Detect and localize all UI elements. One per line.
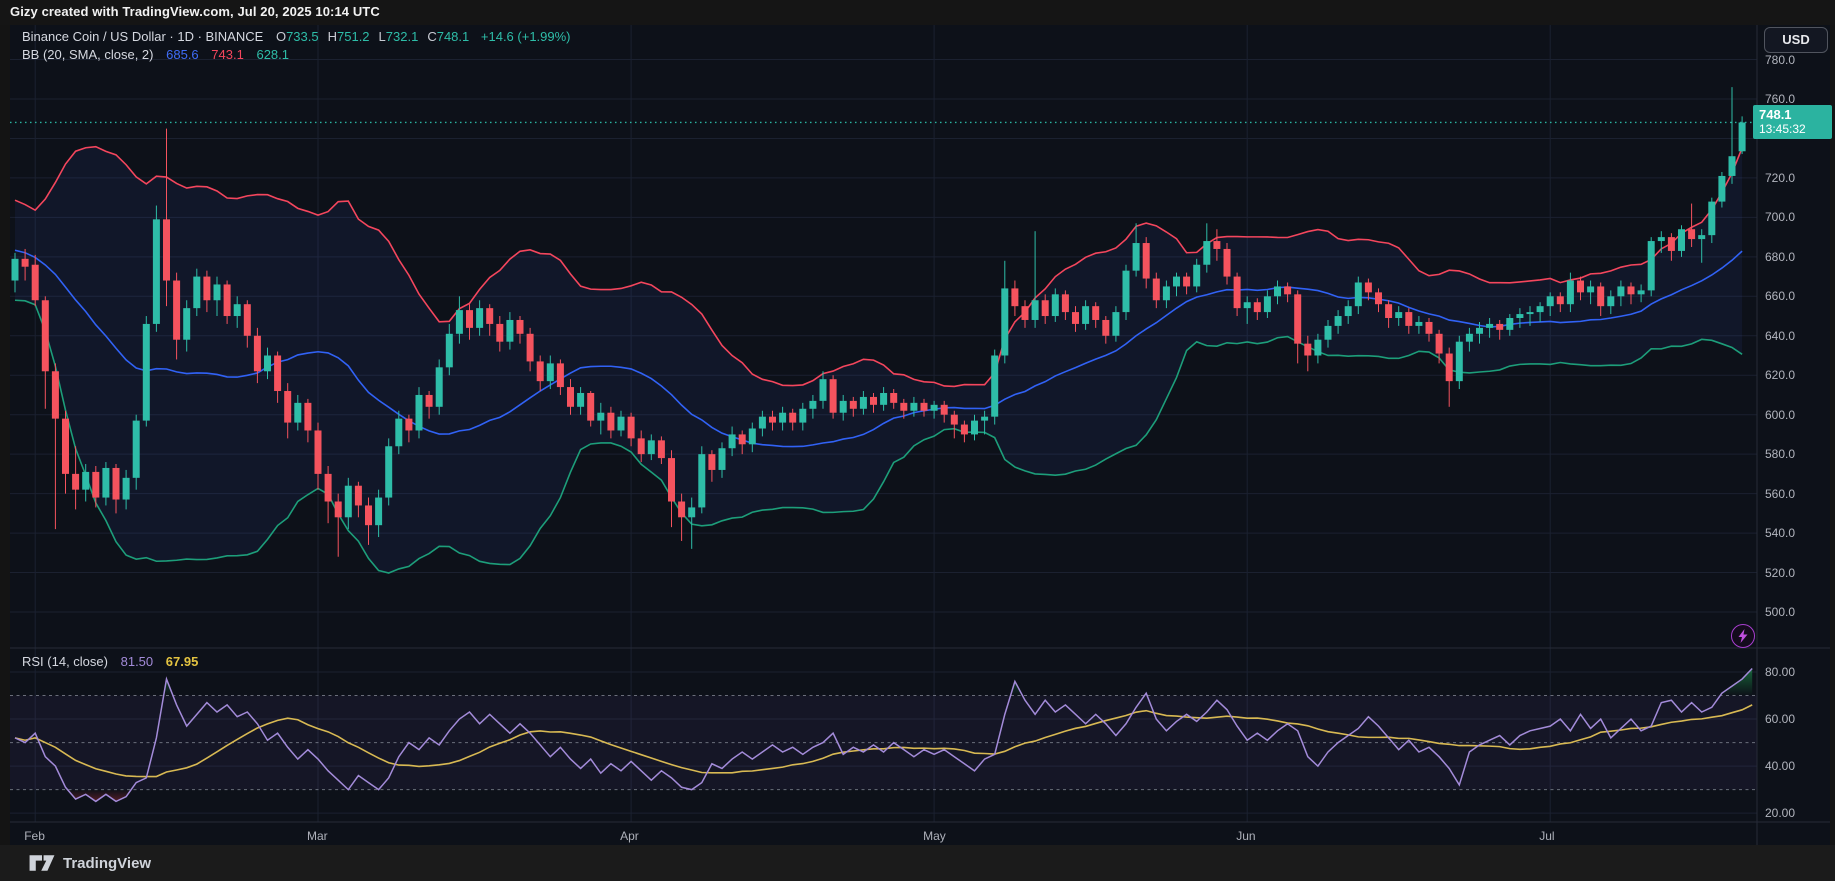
- ohlc-field-label: L: [378, 29, 386, 44]
- last-price-badge: 748.1 13:45:32: [1753, 105, 1832, 140]
- time-tick-label: Jul: [1539, 829, 1555, 843]
- price-tick-label: 700.0: [1765, 210, 1796, 225]
- price-tick-label: 660.0: [1765, 289, 1796, 304]
- candlestick-series: [11, 87, 1746, 557]
- instrument-title: Binance Coin / US Dollar · 1D · BINANCE: [22, 29, 264, 44]
- rsi-value: 81.50: [120, 654, 154, 669]
- ohlc-field-value: 733.5: [286, 29, 319, 44]
- price-tick-label: 640.0: [1765, 328, 1796, 343]
- last-price-value: 748.1: [1759, 107, 1792, 123]
- ohlc-values: O733.5 H751.2 L732.1 C748.1: [267, 29, 469, 44]
- bb-basis-value: 685.6: [166, 47, 199, 62]
- bb-label: BB (20, SMA, close, 2): [22, 47, 154, 62]
- rsi-tick-label: 20.00: [1765, 806, 1796, 821]
- bb-legend[interactable]: BB (20, SMA, close, 2) 685.6 743.1 628.1: [22, 47, 289, 62]
- price-tick-label: 560.0: [1765, 486, 1796, 501]
- ohlc-field-label: O: [275, 29, 287, 44]
- tradingview-logo-icon: [29, 855, 55, 871]
- tradingview-logo[interactable]: TradingView: [28, 853, 151, 873]
- time-tick-label: Apr: [620, 829, 639, 843]
- rsi-tick-label: 40.00: [1765, 759, 1796, 774]
- chart-panel: [10, 25, 1830, 845]
- ohlc-field-label: C: [427, 29, 437, 44]
- attribution-text: Gizy created with TradingView.com, Jul 2…: [10, 4, 380, 19]
- currency-toggle-button[interactable]: USD: [1764, 27, 1828, 53]
- rsi-label: RSI (14, close): [22, 654, 108, 669]
- ohlc-field-label: H: [327, 29, 337, 44]
- time-tick-label: Mar: [307, 829, 328, 843]
- rsi-pane: [10, 667, 1757, 803]
- bar-countdown: 13:45:32: [1759, 122, 1806, 137]
- price-tick-label: 540.0: [1765, 526, 1796, 541]
- instant-action-button[interactable]: [1731, 624, 1755, 648]
- bb-fill-area: [15, 146, 1743, 574]
- rsi-tick-label: 60.00: [1765, 712, 1796, 727]
- bb-upper-value: 743.1: [211, 47, 244, 62]
- bollinger-bands: [14, 145, 1743, 574]
- ohlc-field-value: 748.1: [436, 29, 470, 44]
- footer-bar: TradingView: [0, 845, 1835, 881]
- bb-upper-line: [14, 145, 1743, 388]
- price-tick-label: 680.0: [1765, 249, 1796, 264]
- change-value: +14.6 (+1.99%): [480, 29, 571, 44]
- ohlc-field-value: 732.1: [385, 29, 419, 44]
- time-tick-label: Feb: [24, 829, 45, 843]
- price-tick-label: 600.0: [1765, 407, 1796, 422]
- price-tick-label: 720.0: [1765, 170, 1796, 185]
- price-tick-label: 760.0: [1765, 91, 1796, 106]
- symbol-legend[interactable]: Binance Coin / US Dollar · 1D · BINANCE …: [22, 29, 571, 44]
- ohlc-field-value: 751.2: [337, 29, 370, 44]
- price-tick-label: 520.0: [1765, 565, 1796, 580]
- bb-lower-line: [14, 299, 1743, 574]
- rsi-legend[interactable]: RSI (14, close) 81.50 67.95: [22, 654, 198, 669]
- grid-lines: [10, 25, 1757, 822]
- rsi-tick-label: 80.00: [1765, 665, 1796, 679]
- rsi-line: [14, 667, 1753, 803]
- lightning-icon: [1738, 629, 1748, 643]
- price-tick-label: 500.0: [1765, 605, 1796, 619]
- time-tick-label: May: [923, 829, 946, 843]
- bb-lower-value: 628.1: [256, 47, 290, 62]
- rsi-ma-line: [14, 704, 1753, 778]
- price-tick-label: 780.0: [1765, 52, 1796, 67]
- attribution-bar: Gizy created with TradingView.com, Jul 2…: [0, 0, 1835, 25]
- time-tick-label: Jun: [1236, 829, 1256, 843]
- pane-borders: [10, 25, 1830, 845]
- tradingview-logo-text: TradingView: [63, 854, 152, 872]
- price-tick-label: 580.0: [1765, 447, 1796, 462]
- price-tick-label: 620.0: [1765, 368, 1796, 383]
- rsi-ma-value: 67.95: [165, 654, 199, 669]
- bb-basis-line: [14, 249, 1743, 448]
